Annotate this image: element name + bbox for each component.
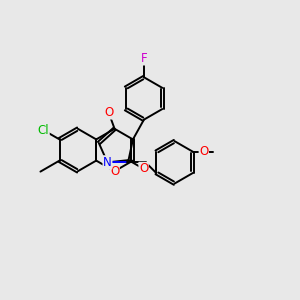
Text: Cl: Cl [38,124,49,136]
Text: O: O [139,162,148,175]
Text: O: O [104,106,113,119]
Text: F: F [141,52,147,65]
Text: N: N [103,156,112,169]
Text: O: O [110,165,119,178]
Text: O: O [199,145,208,158]
